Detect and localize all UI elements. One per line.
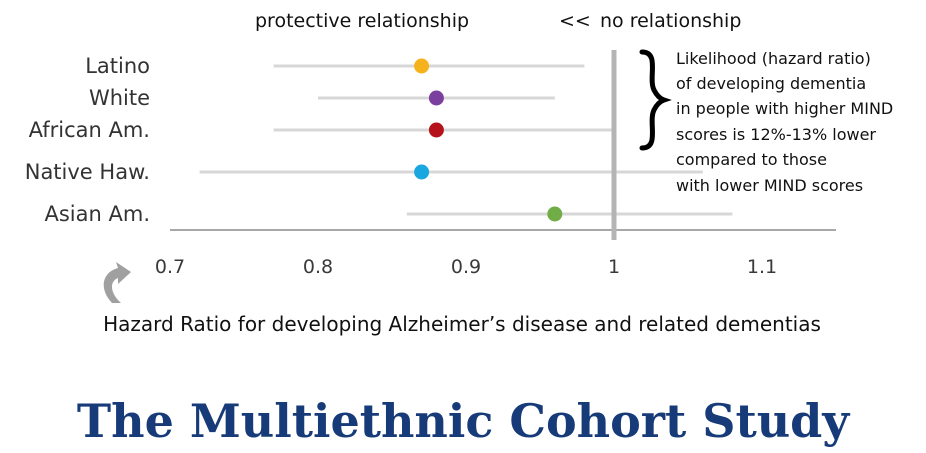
data-point [414, 164, 430, 180]
data-point [547, 206, 563, 222]
annotation-line: scores is 12%-13% lower [676, 125, 876, 144]
x-tick-labels: 0.7 0.8 0.9 1 1.1 [155, 256, 777, 278]
category-label: African Am. [29, 118, 150, 142]
axes [170, 50, 836, 240]
annotation-line: Likelihood (hazard ratio) [676, 49, 871, 68]
category-label: White [89, 86, 150, 110]
page-title: The Multiethnic Cohort Study [77, 394, 850, 448]
annotation-line: compared to those [676, 150, 827, 169]
data-point [428, 90, 444, 106]
category-label: Latino [85, 54, 150, 78]
x-tick-label: 0.8 [303, 256, 333, 278]
x-tick-label: 1.1 [747, 256, 777, 278]
annotation-note: Likelihood (hazard ratio) of developing … [676, 49, 893, 195]
curved-arrow-icon [103, 262, 131, 303]
x-tick-label: 0.7 [155, 256, 185, 278]
header-protective: protective relationship [255, 10, 469, 32]
x-axis-label: Hazard Ratio for developing Alzheimer’s … [103, 312, 821, 336]
x-tick-label: 0.9 [451, 256, 481, 278]
annotation-line: with lower MIND scores [676, 176, 863, 195]
annotation-line: in people with higher MIND [676, 99, 893, 118]
header-separator: << [559, 10, 591, 32]
data-point [414, 58, 430, 74]
category-label: Asian Am. [45, 202, 151, 226]
category-labels: Latino White African Am. Native Haw. Asian A… [25, 54, 150, 226]
header-no-relationship: no relationship [600, 10, 741, 32]
x-tick-label: 1 [608, 256, 620, 278]
data-points [414, 58, 563, 222]
category-label: Native Haw. [25, 160, 150, 184]
data-point [428, 122, 444, 138]
annotation-line: of developing dementia [676, 74, 866, 93]
brace-icon [639, 49, 672, 151]
